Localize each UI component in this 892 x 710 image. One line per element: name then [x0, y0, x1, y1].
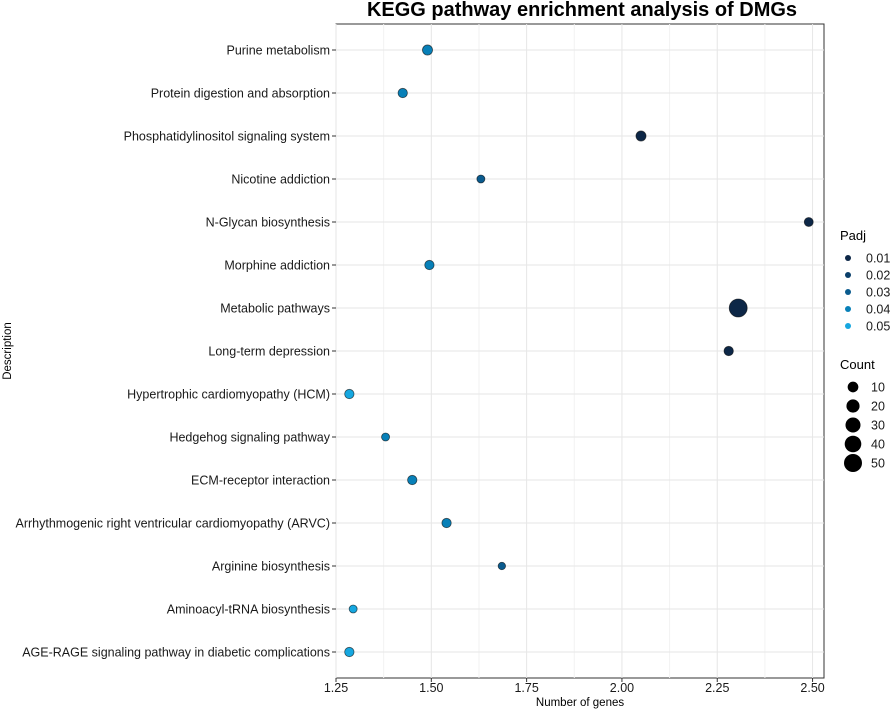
data-point: [723, 345, 734, 357]
category-label: Metabolic pathways: [220, 302, 330, 316]
x-tick-label: 2.00: [610, 681, 634, 695]
category-label: Hypertrophic cardiomyopathy (HCM): [127, 388, 330, 402]
category-label: N-Glycan biosynthesis: [206, 216, 330, 230]
data-points: [344, 44, 814, 658]
category-label: AGE-RAGE signaling pathway in diabetic c…: [22, 646, 330, 660]
legend-padj-swatch: [845, 255, 851, 261]
x-tick-label: 2.25: [705, 681, 729, 695]
category-label: Nicotine addiction: [231, 173, 330, 187]
legend-count-swatch: [844, 435, 862, 453]
x-tick-label: 1.75: [514, 681, 538, 695]
grid-lines: [335, 24, 824, 678]
data-point: [422, 44, 433, 56]
legend-count-label: 30: [871, 419, 885, 433]
legend-padj-label: 0.03: [866, 286, 890, 300]
x-tick-label: 1.25: [324, 681, 348, 695]
legend-padj-title: Padj: [840, 228, 866, 243]
data-point: [348, 604, 358, 614]
legend-count-label: 50: [871, 457, 885, 471]
data-point: [344, 646, 355, 658]
legend-count-label: 40: [871, 438, 885, 452]
x-tick-label: 2.50: [800, 681, 824, 695]
data-point: [424, 259, 435, 271]
legend-padj-swatch: [845, 306, 851, 312]
chart-title: KEGG pathway enrichment analysis of DMGs: [367, 0, 797, 21]
data-point: [803, 217, 814, 227]
legend-count-swatch: [845, 417, 861, 433]
data-point: [728, 298, 748, 318]
data-point: [407, 474, 418, 486]
legend-count-swatch: [847, 381, 859, 393]
data-point: [476, 174, 486, 184]
legend-count-label: 20: [871, 400, 885, 414]
data-point: [381, 432, 390, 442]
category-label: Long-term depression: [208, 345, 330, 359]
legend-padj-label: 0.04: [866, 303, 890, 317]
x-axis-ticks: 1.25 1.50 1.75 2.00 2.25 2.50: [324, 678, 825, 695]
data-point: [635, 130, 647, 142]
data-point: [397, 87, 408, 99]
legend-padj-swatch: [845, 289, 851, 295]
category-label: Phosphatidylinositol signaling system: [124, 130, 330, 144]
legend-count-swatch: [846, 399, 860, 413]
data-point: [344, 388, 355, 400]
y-axis-title: Description: [2, 322, 14, 380]
category-label: Hedgehog signaling pathway: [169, 431, 330, 445]
category-label: Morphine addiction: [224, 259, 330, 273]
category-label: Purine metabolism: [226, 44, 330, 58]
data-point: [497, 561, 506, 571]
category-label: Arrhythmogenic right ventricular cardiom…: [16, 517, 330, 531]
category-label: Protein digestion and absorption: [151, 87, 330, 101]
data-point: [441, 517, 452, 529]
category-label: Arginine biosynthesis: [212, 560, 330, 574]
x-axis-title: Number of genes: [536, 697, 624, 709]
legend-padj-label: 0.01: [866, 252, 890, 266]
legend-padj: Padj 0.01 0.02 0.03 0.04 0.05: [840, 228, 890, 334]
category-label: Aminoacyl-tRNA biosynthesis: [167, 603, 330, 617]
category-labels: Purine metabolism Protein digestion and a…: [16, 44, 336, 660]
legend-padj-swatch: [845, 323, 851, 329]
legend-count-title: Count: [840, 357, 875, 372]
x-tick-label: 1.50: [419, 681, 443, 695]
category-label: ECM-receptor interaction: [191, 474, 330, 488]
legend-count: Count 10 20 30 40 50: [840, 357, 885, 472]
legend-padj-label: 0.02: [866, 269, 890, 283]
legend-count-label: 10: [871, 381, 885, 395]
legend-count-swatch: [844, 454, 862, 472]
legend-padj-label: 0.05: [866, 320, 890, 334]
legend-padj-swatch: [845, 272, 851, 278]
